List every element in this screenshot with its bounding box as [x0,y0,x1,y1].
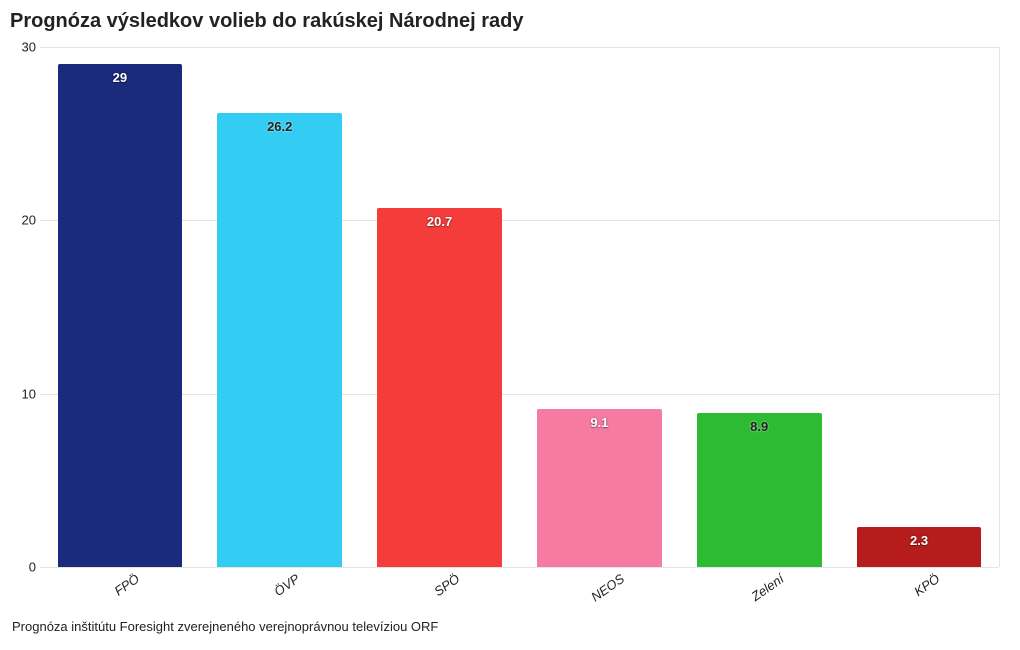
bar-slot: 20.7 [360,47,520,567]
bar-value-label: 2.3 [910,533,928,548]
bar-slot: 29 [40,47,200,567]
bar-value-label: 29 [113,70,127,85]
bar: 20.7 [377,208,502,567]
bar: 26.2 [217,113,342,567]
bar-value-label: 9.1 [590,415,608,430]
x-axis-label: NEOS [588,571,627,604]
bar-value-label: 20.7 [427,214,452,229]
x-label-slot: FPÖ [40,567,200,617]
x-label-slot: SPÖ [360,567,520,617]
x-label-slot: NEOS [520,567,680,617]
bar-value-label: 8.9 [750,419,768,434]
bar: 9.1 [537,409,662,567]
bar-slot: 9.1 [519,47,679,567]
y-axis-tick: 20 [12,213,36,228]
x-axis-label: SPÖ [431,571,462,599]
x-axis-label: Zelení [748,571,786,604]
bar: 29 [58,64,183,567]
x-axis-label: KPÖ [911,571,942,599]
bars-container: 29 26.2 20.7 9.1 8.9 2.3 [40,47,999,567]
bar-value-label: 26.2 [267,119,292,134]
bar-slot: 26.2 [200,47,360,567]
chart-footnote: Prognóza inštitútu Foresight zverejnenéh… [12,619,1010,634]
chart-plot-area: 01020302926.220.79.18.92.3 [40,47,1000,567]
x-label-slot: Zelení [680,567,840,617]
y-axis-tick: 10 [12,386,36,401]
chart-title: Prognóza výsledkov volieb do rakúskej Ná… [10,10,1010,33]
bar-slot: 8.9 [679,47,839,567]
x-label-slot: ÖVP [200,567,360,617]
bar: 8.9 [697,413,822,567]
x-label-slot: KPÖ [840,567,1000,617]
bar-slot: 2.3 [839,47,999,567]
x-axis-label: FPÖ [111,571,142,599]
bar: 2.3 [857,527,982,567]
x-axis-label: ÖVP [271,571,302,599]
y-axis-tick: 30 [12,40,36,55]
chart-plot: 01020302926.220.79.18.92.3 [40,47,1000,567]
y-axis-tick: 0 [12,560,36,575]
x-axis-labels: FPÖ ÖVP SPÖ NEOS Zelení KPÖ [40,567,1000,617]
